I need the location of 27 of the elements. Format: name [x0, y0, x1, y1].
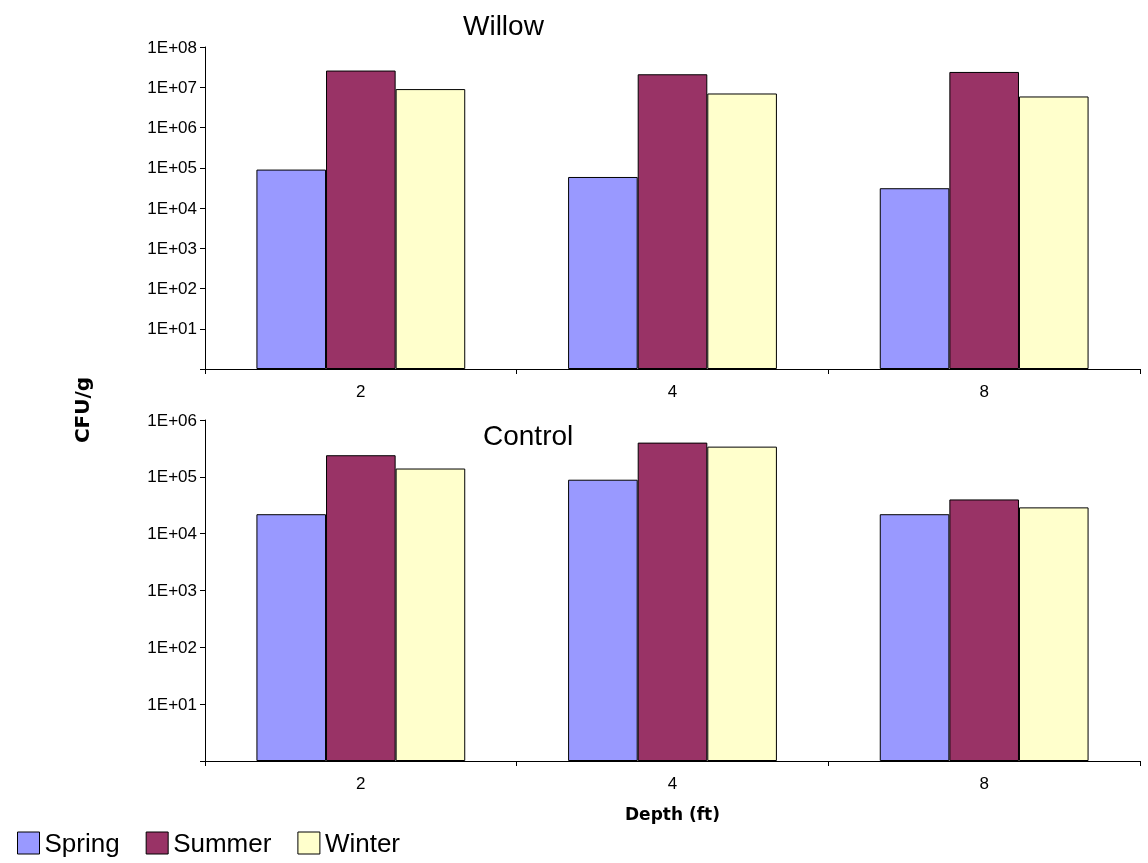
x-tick-label: 8 [979, 774, 989, 793]
y-tick-label: 1E+04 [147, 198, 197, 218]
y-tick-label: 1E+03 [147, 238, 197, 258]
x-tick-label: 2 [356, 382, 366, 401]
y-tick-label: 1E+02 [147, 637, 197, 657]
legend-label: Spring [44, 828, 120, 858]
x-tick-label: 4 [667, 774, 678, 793]
legend-label: Summer [173, 828, 272, 858]
chart-title: Willow [463, 9, 545, 41]
y-tick-label: 1E+03 [147, 581, 197, 600]
y-axis-title: CFU/g [70, 376, 94, 444]
y-tick-label: 1E+05 [147, 158, 197, 178]
chart-title: Control [483, 419, 574, 451]
y-tick-label: 1E+07 [147, 77, 197, 97]
y-tick-label: 1E+01 [147, 694, 197, 714]
y-tick-label: 1E+01 [147, 319, 197, 339]
x-tick-label: 4 [667, 382, 678, 401]
x-axis-title: Depth (ft) [624, 803, 721, 824]
legend-label: Winter [324, 828, 401, 858]
y-tick-label: 1E+05 [147, 467, 197, 487]
y-tick-label: 1E+06 [147, 118, 197, 137]
x-tick-label: 2 [356, 774, 366, 793]
y-tick-label: 1E+04 [147, 524, 197, 544]
x-tick-label: 8 [979, 382, 989, 401]
y-tick-label: 1E+06 [147, 410, 197, 430]
y-tick-label: 1E+08 [147, 37, 197, 57]
y-tick-label: 1E+02 [147, 279, 197, 298]
